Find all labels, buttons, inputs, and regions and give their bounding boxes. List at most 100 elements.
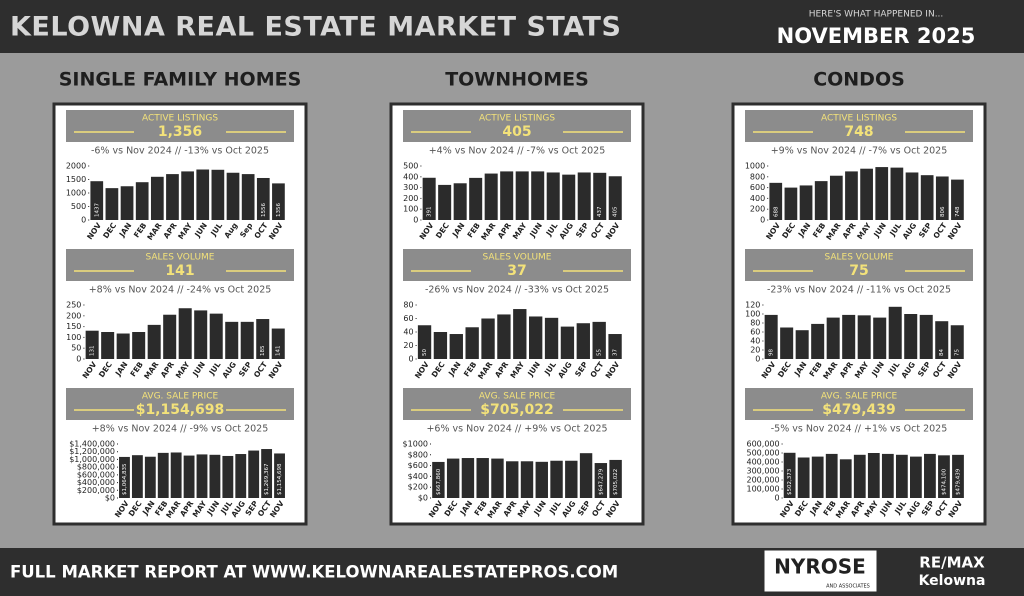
- stat-box: [745, 110, 973, 142]
- bar: [924, 453, 936, 498]
- y-tick-label: 300,000: [747, 467, 780, 476]
- y-tick-label: $800: [408, 450, 428, 459]
- value-label: $474,100: [941, 468, 947, 495]
- bar: [881, 453, 894, 498]
- value-label: $1,064,835: [122, 463, 128, 495]
- value-label: 437: [597, 206, 603, 217]
- value-label: 1356: [276, 203, 282, 217]
- y-tick-label: 200,000: [747, 476, 780, 485]
- value-label: 405: [613, 206, 619, 217]
- y-tick-label: 60: [403, 314, 413, 323]
- y-tick-label: 400: [750, 194, 765, 203]
- bar: [163, 314, 177, 359]
- bar: [515, 171, 529, 220]
- period: NOVEMBER 2025: [777, 24, 976, 48]
- y-tick-label: 80: [750, 319, 760, 328]
- stat-box: [66, 110, 294, 142]
- stat-value: $479,439: [822, 402, 896, 418]
- y-tick-label: 120: [745, 301, 760, 310]
- stat-value: 37: [507, 263, 526, 279]
- stat-value: 405: [502, 124, 531, 140]
- bar: [170, 452, 182, 498]
- bar: [248, 450, 260, 498]
- bar: [461, 458, 475, 498]
- bar: [183, 455, 195, 498]
- bar: [935, 321, 949, 359]
- section-title: TOWNHOMES: [445, 69, 589, 91]
- bar: [465, 327, 479, 359]
- bar: [90, 181, 104, 220]
- bar: [904, 314, 918, 359]
- bar: [560, 326, 575, 359]
- bar: [241, 174, 255, 220]
- bar: [935, 176, 949, 220]
- stat-label: AVG. SALE PRICE: [821, 392, 898, 402]
- bar: [529, 316, 543, 359]
- y-tick-label: 300: [403, 183, 418, 192]
- value-label: 37: [613, 349, 619, 356]
- bar: [839, 459, 852, 498]
- bar: [272, 183, 285, 220]
- y-tick-label: 150: [66, 322, 81, 331]
- bar: [484, 173, 498, 220]
- value-label: $1,154,698: [277, 463, 283, 495]
- bar: [209, 454, 221, 498]
- change-note: -5% vs Nov 2024 // +1% vs Oct 2025: [771, 424, 948, 435]
- bar: [506, 461, 519, 498]
- y-tick-label: 100: [403, 205, 418, 214]
- change-note: +8% vs Nov 2024 // -24% vs Oct 2025: [89, 285, 272, 296]
- y-tick-label: $0: [418, 494, 428, 503]
- bar: [135, 182, 149, 220]
- bar: [271, 328, 285, 359]
- bar: [131, 455, 143, 498]
- bar: [594, 463, 608, 498]
- value-label: 688: [773, 206, 779, 217]
- y-tick-label: 500,000: [747, 449, 780, 458]
- change-note: +4% vs Nov 2024 // -7% vs Oct 2025: [429, 146, 606, 157]
- value-label: $1,269,367: [264, 463, 270, 495]
- stat-value: 748: [844, 124, 873, 140]
- stat-value: $1,154,698: [136, 402, 225, 418]
- bar: [194, 310, 208, 359]
- value-label: $667,860: [436, 468, 442, 495]
- bar: [875, 167, 889, 220]
- bar: [853, 454, 866, 498]
- bar: [888, 306, 902, 359]
- bar: [196, 454, 208, 498]
- value-label: 84: [939, 349, 945, 356]
- change-note: +8% vs Nov 2024 // -9% vs Oct 2025: [92, 424, 269, 435]
- footer-text: FULL MARKET REPORT AT WWW.KELOWNAREALEST…: [10, 563, 618, 582]
- bar: [256, 177, 270, 220]
- bar: [845, 171, 858, 220]
- bar: [178, 308, 192, 359]
- y-tick-label: 600,000: [747, 440, 780, 449]
- page-title: KELOWNA REAL ESTATE MARKET STATS: [10, 12, 621, 43]
- value-label: $647,279: [598, 468, 604, 495]
- bar: [577, 172, 591, 220]
- bar: [811, 456, 824, 498]
- value-label: 98: [769, 349, 775, 356]
- bar: [240, 321, 254, 359]
- y-tick-label: 0: [81, 216, 86, 225]
- y-tick-label: 100,000: [747, 485, 780, 494]
- bar: [826, 317, 840, 359]
- bar: [116, 333, 130, 359]
- bar: [417, 325, 432, 359]
- bar: [491, 458, 504, 498]
- stat-label: SALES VOLUME: [825, 253, 894, 263]
- bar: [235, 454, 247, 498]
- bar: [829, 175, 843, 220]
- bar: [85, 330, 99, 359]
- stat-label: ACTIVE LISTINGS: [142, 114, 218, 124]
- bar: [449, 334, 463, 359]
- y-tick-label: $400,000: [77, 478, 115, 487]
- bar: [209, 313, 223, 359]
- bar: [780, 327, 794, 359]
- bar: [905, 172, 919, 220]
- value-label: 141: [276, 346, 282, 357]
- bar: [764, 314, 778, 359]
- bar: [784, 187, 798, 220]
- bar: [226, 172, 240, 220]
- content: SINGLE FAMILY HOMES TOWNHOMES CONDOS ACTIVE…: [52, 69, 987, 526]
- y-tick-label: 100: [66, 333, 81, 342]
